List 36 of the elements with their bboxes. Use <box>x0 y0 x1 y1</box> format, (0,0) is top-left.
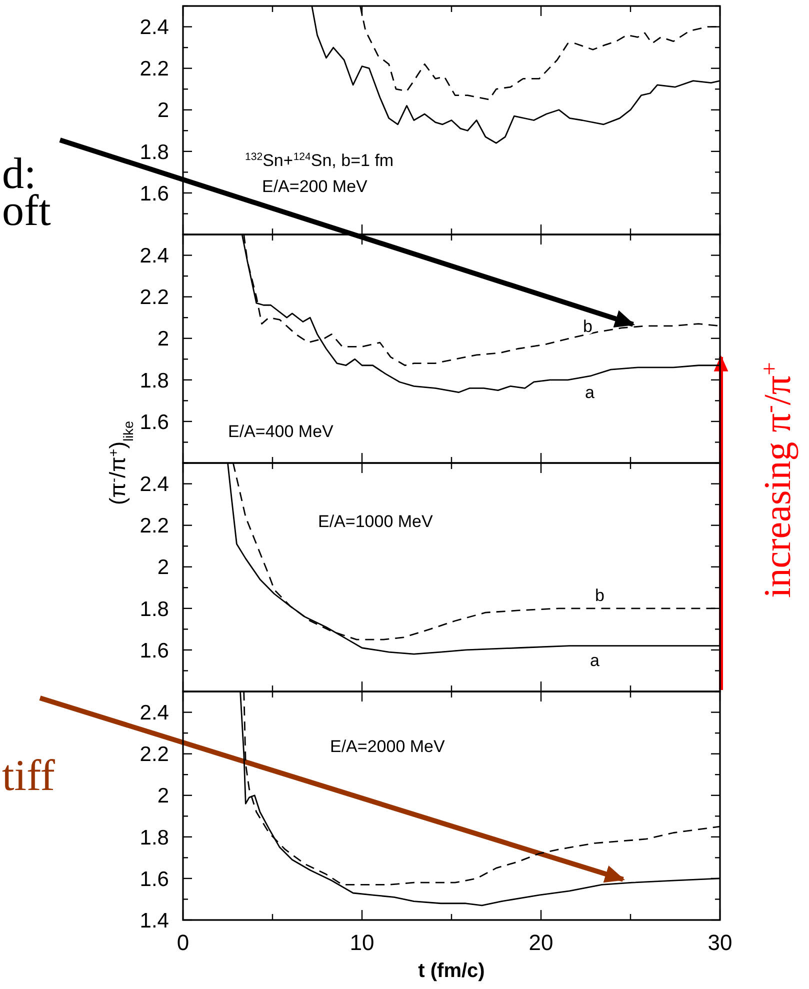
x-axis-title: t (fm/c) <box>418 960 485 982</box>
x-tick-label: 30 <box>708 930 732 955</box>
annotation: E/A=1000 MeV <box>318 512 434 531</box>
annotation: E/A=400 MeV <box>228 422 334 441</box>
y-tick-label: 2.2 <box>140 58 169 81</box>
y-tick-label: 2 <box>157 556 169 580</box>
annotation: E/A=2000 MeV <box>330 737 446 756</box>
y-tick-label: 1.8 <box>140 598 169 621</box>
annotation: $^{132}$Sn+$^{124}$Sn, b=1 fm <box>245 151 394 170</box>
y-tick-label: 2.2 <box>140 743 169 766</box>
y-tick-label: 2.4 <box>140 702 170 725</box>
y-tick-label: 2.2 <box>140 286 169 310</box>
y-tick-label: 2.4 <box>140 244 170 268</box>
y-tick-label: 2 <box>157 328 169 351</box>
y-tick-label: 1.8 <box>140 140 169 164</box>
annotation: b <box>595 586 604 605</box>
y-tick-label: 2.2 <box>140 514 169 538</box>
y-tick-label: 2.4 <box>140 473 170 496</box>
annotation: b <box>583 317 592 336</box>
y-tick-label: 1.6 <box>140 182 169 206</box>
x-tick-label: 10 <box>350 930 374 955</box>
x-tick-label: 0 <box>176 930 190 955</box>
annotation: a <box>590 651 600 670</box>
x-tick-label: 20 <box>528 930 554 955</box>
y-tick-label: 2 <box>157 784 169 808</box>
y-tick-label: 2.4 <box>140 16 170 40</box>
y-tick-label: 2 <box>157 99 169 122</box>
y-tick-label: 1.8 <box>140 826 169 850</box>
text: tiff <box>2 751 56 800</box>
annotation: a <box>585 383 595 402</box>
annotation: E/A=200 MeV <box>262 177 368 196</box>
y-tick-label: 1.6 <box>140 868 169 891</box>
y-tick-label: 1.8 <box>140 369 169 392</box>
y-tick-label: 1.6 <box>140 639 169 662</box>
y-tick-label: 1.6 <box>140 410 169 434</box>
y-tick-label: 1.4 <box>140 909 170 932</box>
